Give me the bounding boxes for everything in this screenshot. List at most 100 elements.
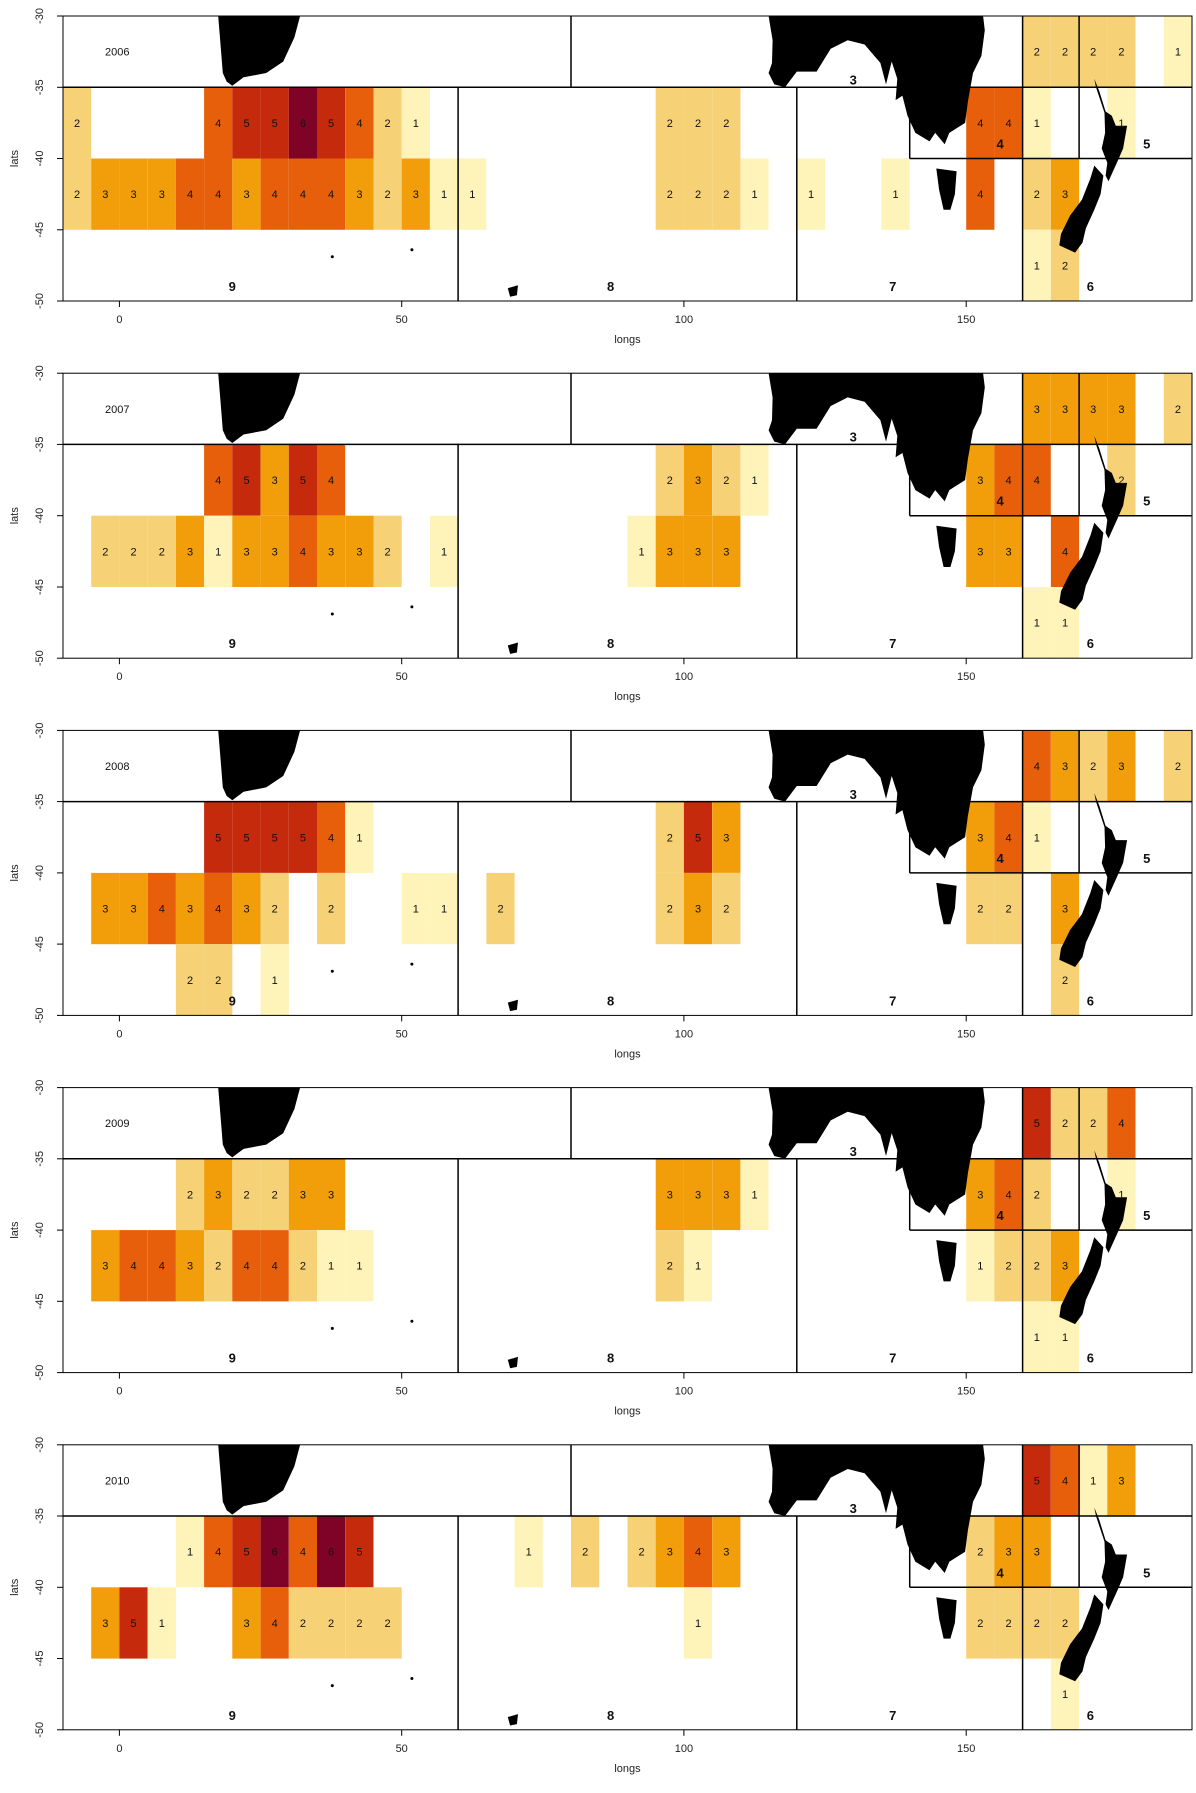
cell-label: 1 bbox=[413, 118, 419, 130]
heat-cell bbox=[401, 87, 430, 159]
cell-label: 3 bbox=[356, 189, 362, 201]
region-label-9: 9 bbox=[229, 1351, 236, 1366]
region-label-3: 3 bbox=[850, 72, 857, 87]
y-tick-label: -50 bbox=[34, 650, 46, 666]
cell-label: 4 bbox=[1034, 761, 1040, 773]
region-label-7: 7 bbox=[889, 1351, 896, 1366]
cell-label: 4 bbox=[1062, 1475, 1068, 1487]
cell-label: 6 bbox=[300, 118, 306, 130]
cell-label: 5 bbox=[300, 832, 306, 844]
cell-label: 1 bbox=[695, 1618, 701, 1630]
heat-cell bbox=[317, 444, 346, 516]
heat-cell bbox=[119, 515, 148, 587]
cell-label: 2 bbox=[215, 1261, 221, 1273]
heat-cell bbox=[429, 515, 459, 587]
cell-label: 1 bbox=[1034, 618, 1040, 630]
cell-label: 3 bbox=[1062, 1261, 1068, 1273]
cell-label: 3 bbox=[187, 904, 193, 916]
cell-label: 1 bbox=[1090, 1475, 1096, 1487]
region-label-4: 4 bbox=[996, 494, 1004, 509]
cell-label: 1 bbox=[695, 1261, 701, 1273]
cell-label: 1 bbox=[1034, 118, 1040, 130]
cell-label: 3 bbox=[215, 1190, 221, 1202]
heat-cell bbox=[373, 515, 402, 587]
heat-cell bbox=[232, 444, 261, 516]
cell-label: 4 bbox=[215, 189, 221, 201]
x-tick-label: 150 bbox=[957, 1386, 975, 1398]
y-tick-label: -35 bbox=[34, 436, 46, 452]
heat-cell bbox=[683, 87, 713, 159]
cell-label: 3 bbox=[723, 1547, 729, 1559]
cell-label: 6 bbox=[272, 1547, 278, 1559]
cell-label: 2 bbox=[1175, 761, 1181, 773]
region-label-4: 4 bbox=[996, 1565, 1004, 1580]
kerguelen-shape bbox=[507, 1714, 518, 1726]
region-label-3: 3 bbox=[850, 1144, 857, 1159]
heat-cell bbox=[1050, 1444, 1080, 1517]
heat-cell bbox=[1079, 1444, 1108, 1517]
cell-label: 3 bbox=[243, 546, 249, 558]
cell-label: 3 bbox=[977, 832, 983, 844]
heat-cell bbox=[1022, 1158, 1051, 1231]
y-tick-label: -40 bbox=[34, 151, 46, 167]
heat-cell bbox=[655, 87, 684, 159]
x-tick-label: 0 bbox=[116, 1743, 122, 1755]
cell-label: 4 bbox=[1062, 546, 1068, 558]
y-tick-label: -50 bbox=[34, 1722, 46, 1738]
heat-cell bbox=[91, 158, 120, 230]
y-axis-title: lats bbox=[9, 149, 21, 167]
cell-label: 4 bbox=[356, 118, 362, 130]
cell-label: 3 bbox=[1034, 404, 1040, 416]
cell-label: 6 bbox=[328, 1547, 334, 1559]
heat-cell bbox=[966, 1158, 995, 1231]
cell-label: 2 bbox=[977, 904, 983, 916]
cell-label: 1 bbox=[215, 546, 221, 558]
heat-cell bbox=[288, 1516, 317, 1588]
panel-2010: 1 4 5 6 4 6 53 5 1 3 4 2 2 2 21 2 2 3 4 312 3 32 2 2 215 4 1 334 567… bbox=[9, 1437, 1193, 1775]
heat-cell bbox=[317, 1158, 346, 1231]
cell-label: 5 bbox=[356, 1547, 362, 1559]
cell-label: 1 bbox=[1034, 1332, 1040, 1344]
y-tick-label: -45 bbox=[34, 1651, 46, 1667]
cell-label: 3 bbox=[187, 1261, 193, 1273]
heat-cell bbox=[514, 1516, 543, 1588]
cell-label: 2 bbox=[272, 1190, 278, 1202]
cell-label: 3 bbox=[328, 546, 334, 558]
cell-label: 1 bbox=[272, 975, 278, 987]
heat-cell bbox=[63, 87, 92, 159]
heat-cell bbox=[91, 1230, 120, 1302]
cell-label: 1 bbox=[441, 546, 447, 558]
region-label-5: 5 bbox=[1143, 494, 1150, 509]
heat-cell bbox=[1022, 801, 1051, 873]
heat-cell bbox=[232, 801, 261, 873]
cell-label: 4 bbox=[328, 475, 334, 487]
cell-label: 5 bbox=[243, 118, 249, 130]
heat-cell bbox=[175, 872, 205, 945]
heat-cell bbox=[683, 1587, 713, 1659]
heat-cell bbox=[1022, 730, 1051, 802]
cell-label: 4 bbox=[300, 189, 306, 201]
heat-cell bbox=[1107, 373, 1136, 445]
cell-label: 4 bbox=[215, 904, 221, 916]
heat-cell bbox=[288, 87, 317, 159]
heat-cell bbox=[1022, 229, 1051, 302]
x-tick-label: 100 bbox=[675, 314, 693, 326]
cell-label: 2 bbox=[723, 475, 729, 487]
heat-cell bbox=[147, 872, 176, 945]
y-tick-label: -40 bbox=[34, 1579, 46, 1595]
x-axis-title: longs bbox=[614, 334, 641, 346]
cell-label: 2 bbox=[385, 118, 391, 130]
heat-cell bbox=[232, 872, 261, 945]
x-axis-title: longs bbox=[614, 1406, 641, 1418]
heat-cell bbox=[1022, 16, 1051, 88]
year-label: 2007 bbox=[105, 404, 129, 416]
heat-cell bbox=[260, 444, 289, 516]
cell-label: 2 bbox=[1005, 1261, 1011, 1273]
heat-cell bbox=[175, 1230, 205, 1302]
kerguelen-shape bbox=[507, 1356, 518, 1369]
region-label-9: 9 bbox=[229, 279, 236, 294]
nz-south-shape bbox=[1059, 1594, 1104, 1682]
region-label-6: 6 bbox=[1087, 279, 1094, 294]
cell-label: 3 bbox=[695, 1190, 701, 1202]
